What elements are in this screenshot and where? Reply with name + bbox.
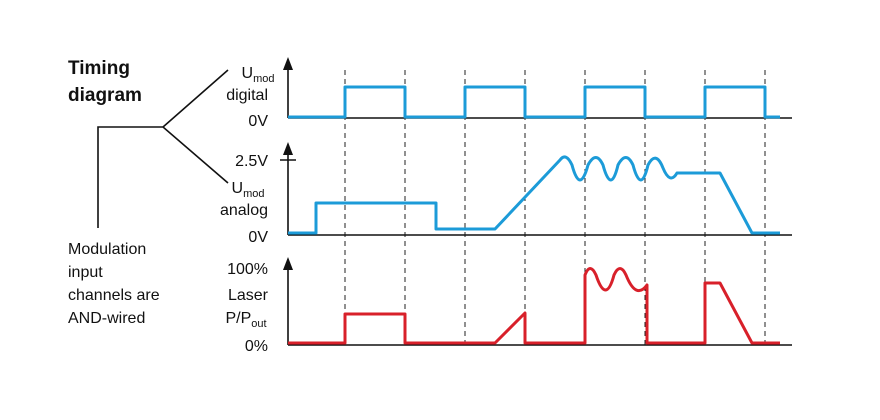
analog-zero: 0V bbox=[248, 229, 268, 246]
analog-top: 2.5V bbox=[235, 153, 268, 170]
symbol: U bbox=[242, 65, 254, 82]
note: AND-wired bbox=[68, 310, 145, 327]
subscript: out bbox=[251, 318, 266, 330]
note: input bbox=[68, 264, 103, 281]
bracket bbox=[97, 69, 229, 228]
subscript: mod bbox=[243, 188, 264, 200]
symbol: U bbox=[232, 180, 244, 197]
analog-name: analog bbox=[220, 202, 268, 219]
laser-top: 100% bbox=[227, 261, 268, 278]
note: channels are bbox=[68, 287, 160, 304]
digital-name: digital bbox=[226, 87, 268, 104]
digital-label: Umod bbox=[242, 65, 275, 85]
title: diagram bbox=[68, 85, 142, 106]
dashed-guides bbox=[344, 70, 766, 345]
laser-name: Laser bbox=[228, 287, 269, 304]
digital-waveform bbox=[288, 85, 780, 119]
analog-waveform bbox=[288, 155, 780, 235]
laser-zero: 0% bbox=[245, 338, 268, 355]
laser-waveform bbox=[288, 267, 780, 345]
title: Timing bbox=[68, 58, 130, 79]
analog-label: Umod bbox=[232, 180, 265, 200]
symbol: P/P bbox=[225, 310, 251, 327]
note: Modulation bbox=[68, 241, 146, 258]
laser-label: P/Pout bbox=[225, 310, 266, 330]
digital-zero: 0V bbox=[248, 113, 268, 130]
axes bbox=[280, 57, 792, 346]
subscript: mod bbox=[253, 73, 274, 85]
